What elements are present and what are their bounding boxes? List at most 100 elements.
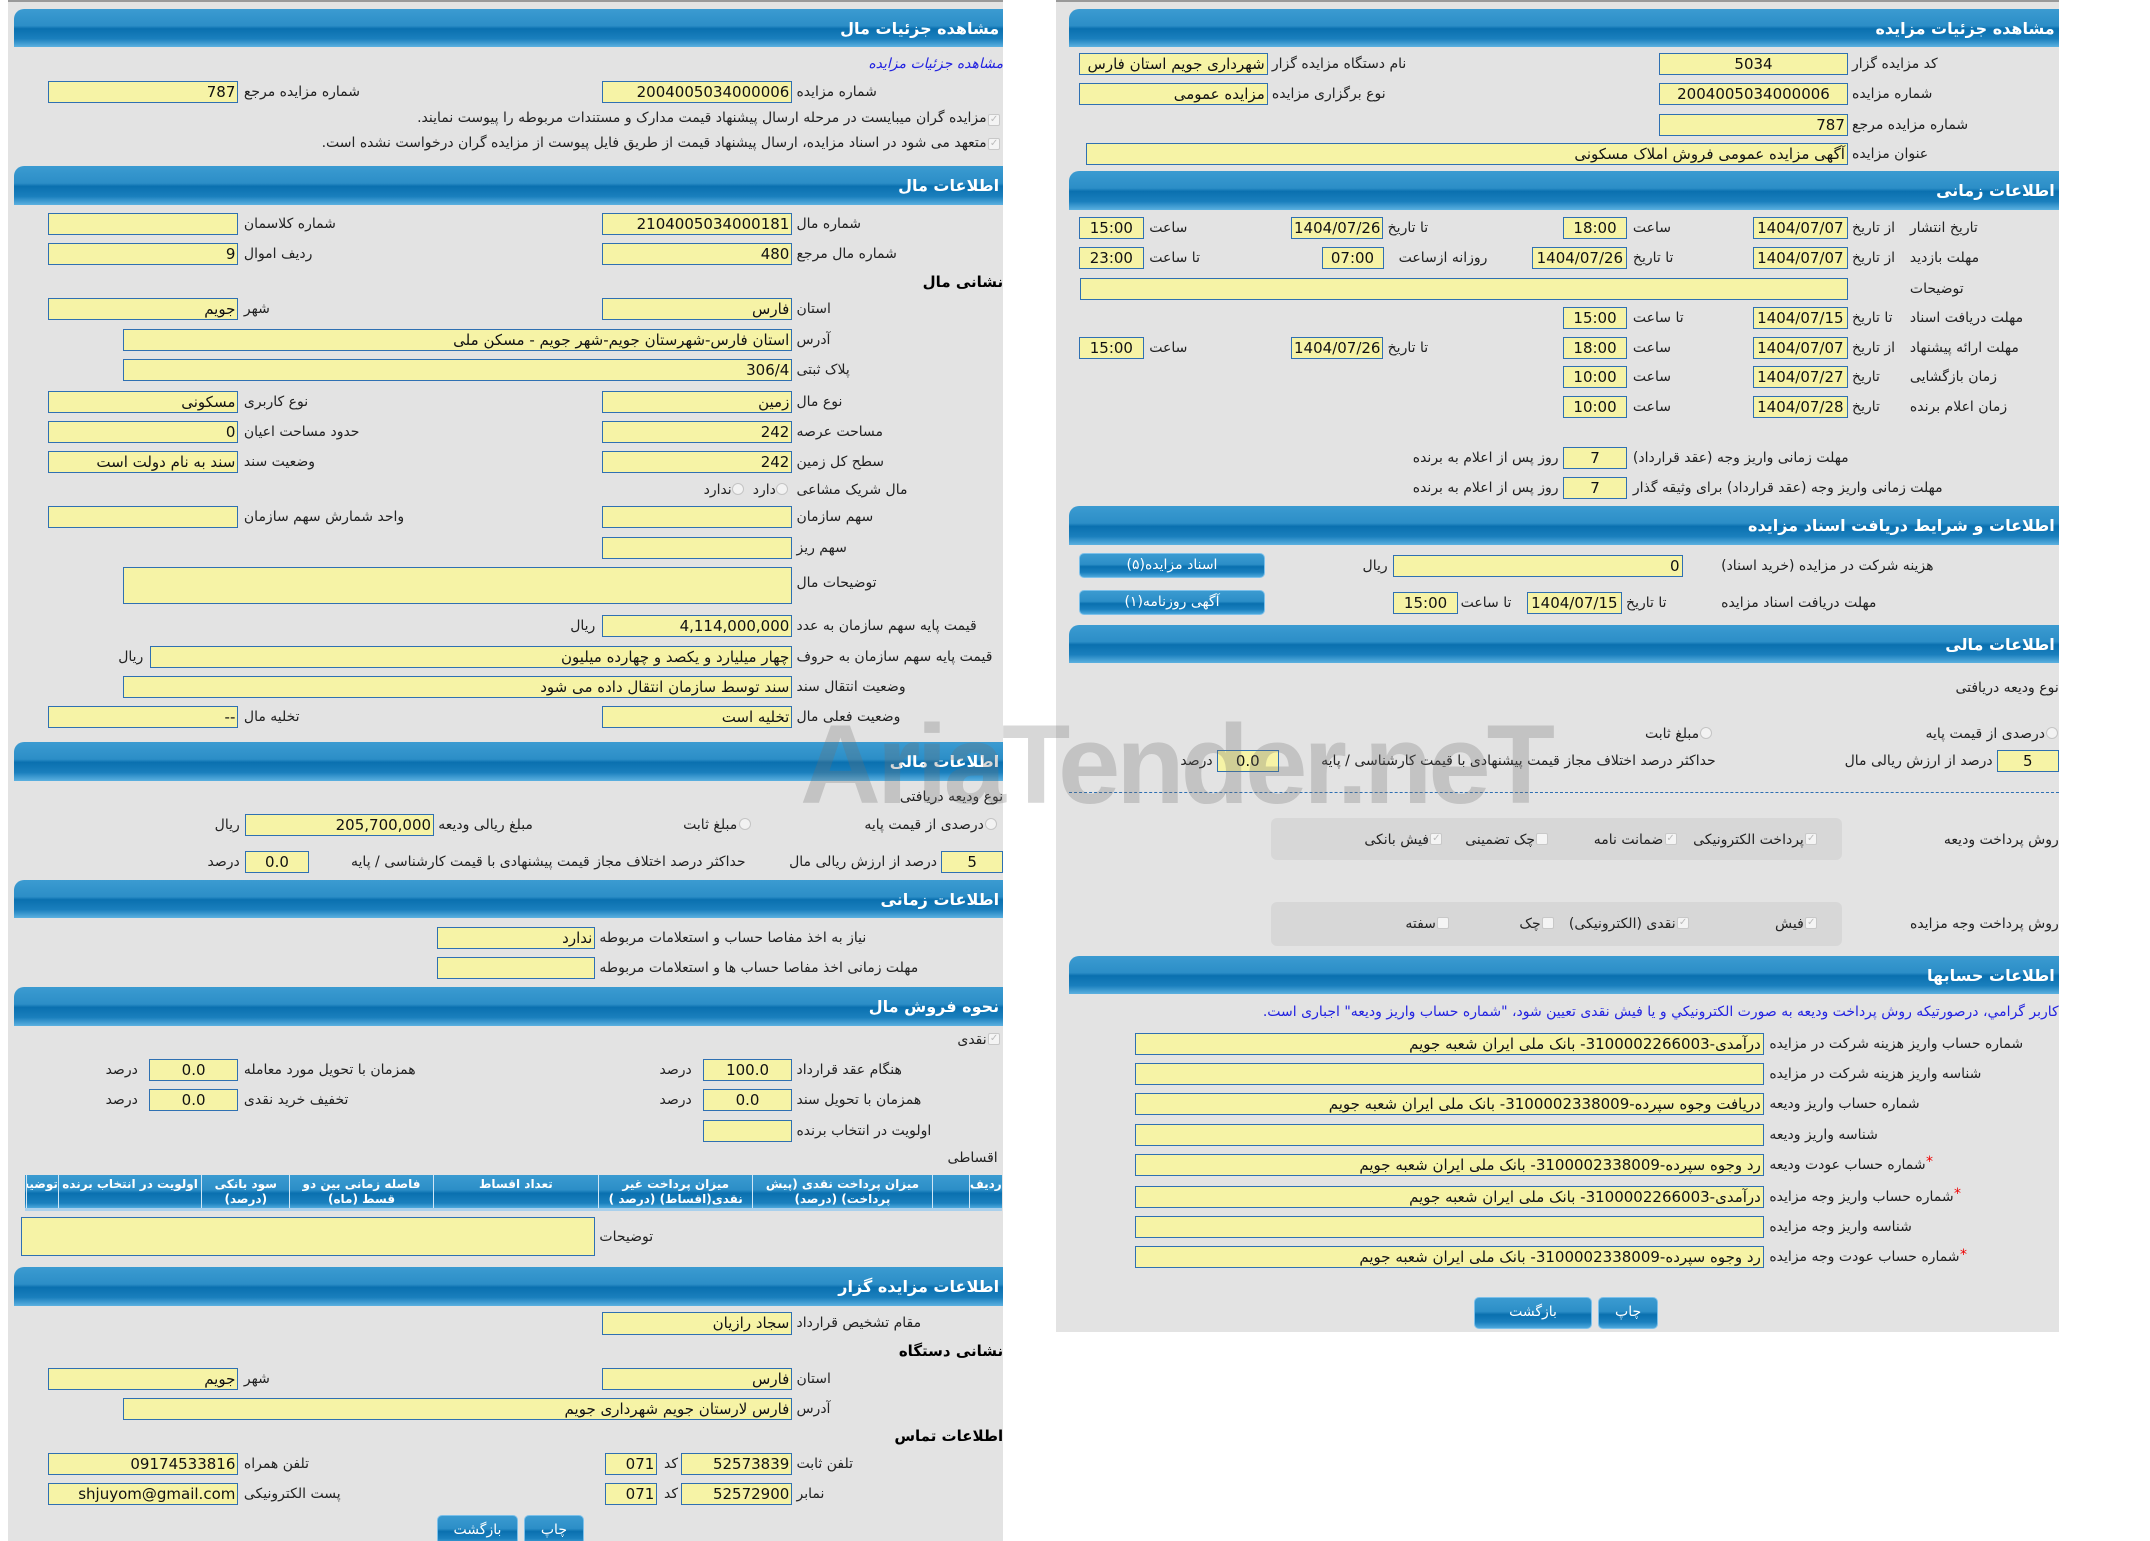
pay-deadline-guarantor-field[interactable]: 7	[1562, 477, 1628, 500]
item-city-field[interactable]: جویم	[48, 298, 239, 321]
item-type-field[interactable]: زمین	[602, 390, 793, 413]
at-deed-field[interactable]: 0.0	[702, 1089, 793, 1112]
class-number-field[interactable]	[48, 212, 239, 235]
base-price-words-field[interactable]: چهار میلیارد و یکصد و چهارده میلیون	[150, 645, 793, 668]
asset-row-field[interactable]: 9	[48, 243, 239, 266]
newspaper-ad-button[interactable]: آگهی روزنامه(۱)	[1078, 590, 1265, 616]
registration-plate-field[interactable]: 306/4	[122, 358, 793, 381]
auction-ref-number-field[interactable]: 787	[48, 80, 239, 103]
payment-method-checkbox[interactable]	[1437, 916, 1450, 929]
visit-to-date[interactable]: 1404/07/26	[1532, 247, 1628, 270]
offer-from-date[interactable]: 1404/07/07	[1752, 336, 1848, 359]
auction-docs-button[interactable]: اسناد مزایده(۵)	[1078, 553, 1265, 578]
back-button-right[interactable]: بازگشت	[1474, 1297, 1592, 1329]
holding-type-field[interactable]: مزایده عمومی	[1078, 83, 1268, 106]
account-field[interactable]	[1135, 1063, 1764, 1086]
attach-docs-checkbox[interactable]	[988, 113, 1001, 126]
deposit-method-checkbox[interactable]	[1536, 832, 1549, 845]
visit-from-date[interactable]: 1404/07/07	[1752, 247, 1848, 270]
max-diff-field[interactable]: 0.0	[1216, 750, 1279, 773]
auctioneer-code-field[interactable]: 5034	[1659, 52, 1848, 76]
visit-to-time[interactable]: 23:00	[1078, 247, 1144, 270]
publish-to-date[interactable]: 1404/07/26	[1291, 216, 1384, 239]
account-field[interactable]: درآمدی-3100002266003- بانک ملی ایران شعب…	[1135, 1032, 1764, 1055]
opening-time[interactable]: 10:00	[1562, 365, 1628, 388]
deposit-method-checkbox[interactable]	[1805, 832, 1818, 845]
winner-priority-field[interactable]	[702, 1119, 793, 1142]
fee-field[interactable]: 0	[1393, 554, 1683, 577]
email-field[interactable]: shjuyom@gmail.com	[48, 1483, 239, 1506]
deposit-percent-radio[interactable]	[985, 817, 998, 830]
contract-authority-field[interactable]: سجاد رازیان	[602, 1312, 793, 1335]
offer-to-time[interactable]: 15:00	[1078, 336, 1144, 359]
evacuation-field[interactable]: --	[48, 706, 239, 729]
winner-date[interactable]: 1404/07/28	[1752, 396, 1848, 419]
org-city-field[interactable]: جویم	[48, 1367, 239, 1390]
building-area-field[interactable]: 0	[48, 420, 239, 443]
org-name-field[interactable]: شهرداری جویم استان فارس	[1078, 52, 1268, 76]
org-province-field[interactable]: فارس	[602, 1367, 793, 1390]
print-button-right[interactable]: چاپ	[1598, 1297, 1658, 1329]
publish-from-date[interactable]: 1404/07/07	[1752, 216, 1848, 239]
winner-time[interactable]: 10:00	[1562, 396, 1628, 419]
fax-field[interactable]: 52572900	[680, 1483, 793, 1506]
mobile-field[interactable]: 09174533816	[48, 1453, 239, 1476]
at-delivery-field[interactable]: 0.0	[148, 1058, 239, 1081]
item-province-field[interactable]: فارس	[602, 298, 793, 321]
at-contract-field[interactable]: 100.0	[702, 1058, 793, 1081]
publish-to-time[interactable]: 15:00	[1078, 216, 1144, 239]
account-field[interactable]: دریافت وجوه سپرده-3100002338009- بانک مل…	[1135, 1093, 1764, 1116]
total-land-area-field[interactable]: 242	[602, 451, 793, 474]
offer-to-date[interactable]: 1404/07/26	[1291, 336, 1384, 359]
fax-code-field[interactable]: 071	[604, 1483, 658, 1506]
phone-field[interactable]: 52573839	[680, 1453, 793, 1476]
account-field[interactable]	[1135, 1216, 1764, 1239]
deposit-method-checkbox[interactable]	[1664, 832, 1677, 845]
account-field[interactable]: درآمدی-3100002266003- بانک ملی ایران شعب…	[1135, 1185, 1764, 1208]
item-number-field[interactable]: 2104005034000181	[602, 212, 793, 235]
deposit-percent-radio[interactable]	[2046, 726, 2059, 739]
auction-details-link[interactable]: مشاهده جزئیات مزایده	[868, 55, 1003, 72]
deposit-fixed-radio[interactable]	[1700, 726, 1713, 739]
cash-discount-field[interactable]: 0.0	[148, 1089, 239, 1112]
shared-no-radio[interactable]	[731, 482, 744, 495]
deed-transfer-status-field[interactable]: سند توسط سازمان انتقال داده می شود	[122, 675, 793, 698]
payment-method-checkbox[interactable]	[1677, 916, 1690, 929]
auction-number-field[interactable]: 2004005034000006	[602, 80, 793, 103]
land-area-field[interactable]: 242	[602, 420, 793, 443]
item-description-field[interactable]	[122, 566, 793, 605]
org-share-field[interactable]	[602, 506, 793, 529]
auction-title-field[interactable]: آگهی مزایده عمومی فروش املاک مسکونی	[1085, 142, 1848, 165]
phone-code-field[interactable]: 071	[604, 1453, 658, 1476]
deposit-method-checkbox[interactable]	[1430, 832, 1443, 845]
usage-type-field[interactable]: مسکونی	[48, 390, 239, 413]
payment-method-checkbox[interactable]	[1805, 916, 1818, 929]
visit-daily-from[interactable]: 07:00	[1321, 247, 1384, 270]
offer-from-time[interactable]: 18:00	[1562, 336, 1628, 359]
org-address-field[interactable]: فارس لارستان جویم شهرداری جویم	[122, 1397, 793, 1420]
installments-description-field[interactable]	[20, 1217, 596, 1256]
pay-deadline-field[interactable]: 7	[1562, 447, 1628, 470]
docs-deadline-time[interactable]: 15:00	[1393, 591, 1458, 614]
account-field[interactable]	[1135, 1123, 1764, 1146]
cash-checkbox[interactable]	[988, 1032, 1001, 1045]
schedule-description-field[interactable]	[1080, 277, 1848, 300]
auction-number-right-field[interactable]: 2004005034000006	[1659, 83, 1848, 106]
opening-date[interactable]: 1404/07/27	[1752, 365, 1848, 388]
deposit-percent-field[interactable]: 5	[1996, 750, 2059, 773]
item-ref-number-field[interactable]: 480	[602, 243, 793, 266]
docs-deadline-date[interactable]: 1404/07/15	[1526, 591, 1622, 614]
settlement-needed-field[interactable]: ندارد	[436, 926, 596, 949]
payment-method-checkbox[interactable]	[1541, 916, 1554, 929]
item-address-field[interactable]: استان فارس-شهرستان جویم-شهر جویم - مسکن …	[122, 328, 793, 351]
current-status-field[interactable]: تخلیه است	[602, 706, 793, 729]
auction-ref-right-field[interactable]: 787	[1659, 113, 1848, 136]
commit-checkbox[interactable]	[988, 138, 1001, 151]
base-price-number-field[interactable]: 4,114,000,000	[602, 615, 793, 638]
publish-from-time[interactable]: 18:00	[1562, 216, 1628, 239]
max-diff-field[interactable]: 0.0	[245, 850, 309, 873]
deposit-fixed-radio[interactable]	[738, 817, 751, 830]
docs-to-date[interactable]: 1404/07/15	[1752, 306, 1848, 329]
sub-share-field[interactable]	[602, 536, 793, 559]
print-button[interactable]: چاپ	[523, 1515, 585, 1541]
